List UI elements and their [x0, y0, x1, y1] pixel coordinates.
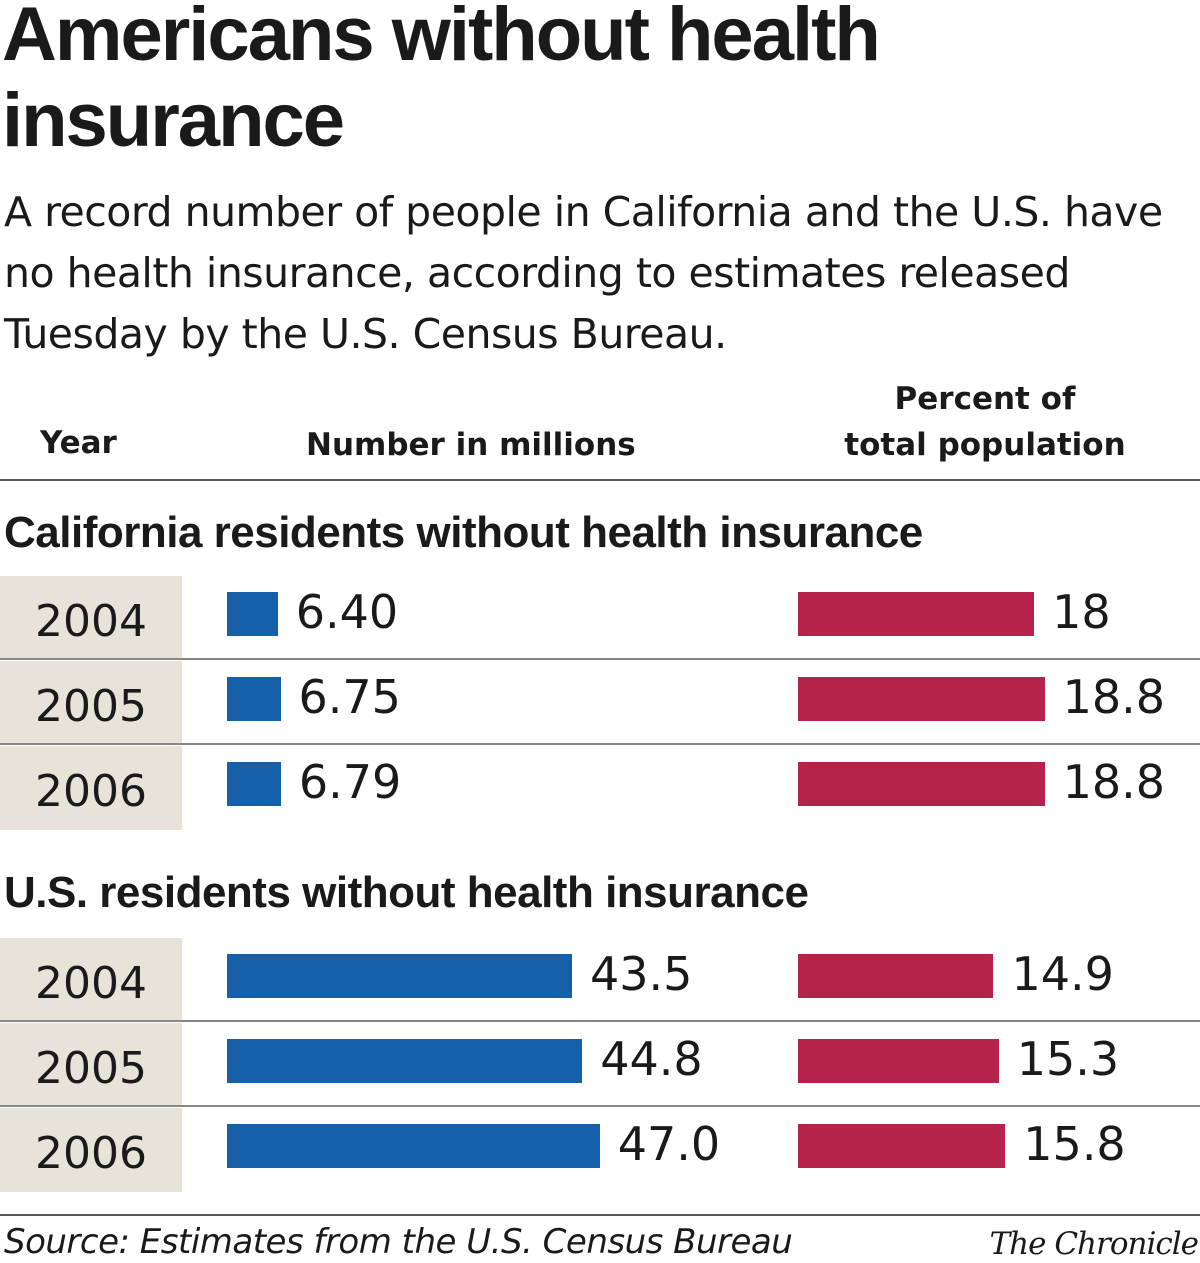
percent-label: 18 — [1052, 585, 1111, 639]
table-row: 2004 6.40 18 — [0, 576, 1200, 660]
group-title-california: California residents without health insu… — [4, 508, 923, 557]
row-divider — [0, 1105, 1200, 1107]
year-label: 2006 — [0, 1108, 182, 1192]
percent-label: 18.8 — [1062, 670, 1166, 724]
table-row: 2004 43.5 14.9 — [0, 938, 1200, 1022]
header-number: Number in millions — [306, 427, 636, 463]
number-label: 6.79 — [298, 755, 402, 809]
credit: The Chronicle — [989, 1226, 1199, 1262]
percent-bar — [798, 1039, 999, 1083]
number-label: 44.8 — [600, 1032, 703, 1086]
table-row: 2005 44.8 15.3 — [0, 1023, 1200, 1107]
row-divider — [0, 743, 1200, 745]
header-year: Year — [40, 425, 117, 461]
year-label: 2005 — [0, 1023, 182, 1107]
percent-label: 14.9 — [1011, 947, 1114, 1001]
percent-label: 15.8 — [1023, 1117, 1126, 1171]
footer-rule — [0, 1214, 1200, 1216]
number-label: 47.0 — [617, 1117, 721, 1171]
header-percent-line2: total population — [844, 427, 1126, 463]
chart-title: Americans without health insurance — [2, 0, 881, 163]
header-rule — [0, 479, 1200, 481]
group-title-us: U.S. residents without health insurance — [4, 868, 809, 917]
year-label: 2004 — [0, 576, 182, 660]
percent-label: 15.3 — [1016, 1032, 1120, 1086]
percent-bar — [798, 762, 1045, 806]
number-label: 6.40 — [295, 585, 399, 639]
table-row: 2006 47.0 15.8 — [0, 1108, 1200, 1192]
number-label: 6.75 — [298, 670, 401, 724]
percent-bar — [798, 677, 1045, 721]
source-note: Source: Estimates from the U.S. Census B… — [4, 1222, 793, 1262]
year-label: 2005 — [0, 661, 182, 745]
number-label: 43.5 — [589, 947, 693, 1001]
percent-bar — [798, 592, 1035, 636]
header-percent: Percent of total population — [820, 376, 1150, 468]
table-row: 2005 6.75 18.8 — [0, 661, 1200, 745]
chart-subtitle: A record number of people in California … — [4, 188, 1163, 358]
percent-bar — [798, 954, 994, 998]
year-label: 2004 — [0, 938, 182, 1022]
percent-label: 18.8 — [1062, 755, 1166, 809]
table-row: 2006 6.79 18.8 — [0, 746, 1200, 830]
number-bar — [227, 762, 281, 806]
number-bar — [227, 1124, 600, 1168]
number-bar — [227, 954, 572, 998]
row-divider — [0, 658, 1200, 660]
number-bar — [227, 1039, 583, 1083]
number-bar — [227, 677, 281, 721]
row-divider — [0, 1020, 1200, 1022]
percent-bar — [798, 1124, 1006, 1168]
year-label: 2006 — [0, 746, 182, 830]
header-percent-line1: Percent of — [894, 381, 1076, 417]
number-bar — [227, 592, 278, 636]
